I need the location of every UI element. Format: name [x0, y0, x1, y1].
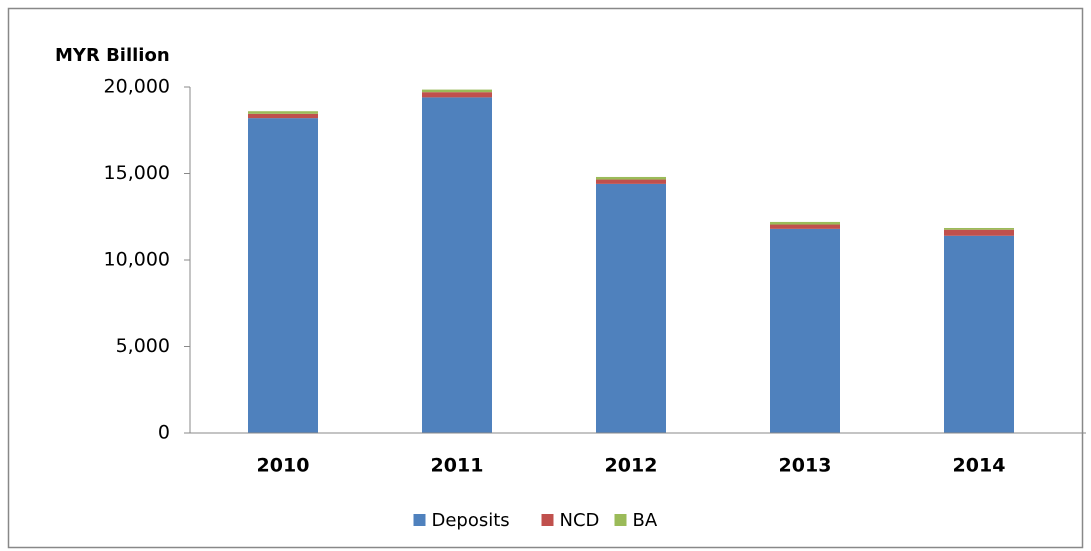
x-tick-label: 2010 [257, 455, 310, 477]
legend-label: Deposits [432, 510, 510, 531]
bar-segment [944, 229, 1014, 236]
y-tick-label: 5,000 [116, 335, 170, 357]
y-tick-label: 10,000 [104, 249, 170, 271]
legend-swatch [413, 514, 426, 526]
x-tick-label: 2011 [431, 455, 484, 477]
bar-segment [422, 97, 492, 433]
bar-segment [944, 227, 1014, 230]
x-tick-label: 2013 [779, 455, 832, 477]
bar-segment [770, 224, 840, 229]
legend-label: BA [633, 510, 658, 531]
y-tick-label: 0 [158, 422, 170, 444]
bar-segment [770, 228, 840, 433]
bar-segment [248, 118, 318, 433]
bar-segment [422, 89, 492, 93]
legend-label: NCD [560, 510, 600, 531]
x-tick-label: 2012 [605, 455, 658, 477]
bar-segment [770, 221, 840, 225]
y-tick-label: 20,000 [104, 76, 170, 98]
bar-segment [944, 235, 1014, 433]
bar-segment [596, 183, 666, 433]
y-tick-label: 15,000 [104, 162, 170, 184]
chart-frame [7, 7, 1084, 549]
x-tick-label: 2014 [953, 455, 1006, 477]
y-axis-label: MYR Billion [55, 45, 170, 66]
legend-swatch [541, 514, 554, 526]
bar-segment [248, 111, 318, 114]
legend-swatch [614, 514, 627, 526]
bar-segment [596, 179, 666, 184]
bar-segment [248, 113, 318, 119]
bar-segment [422, 92, 492, 98]
bar-segment [596, 176, 666, 180]
